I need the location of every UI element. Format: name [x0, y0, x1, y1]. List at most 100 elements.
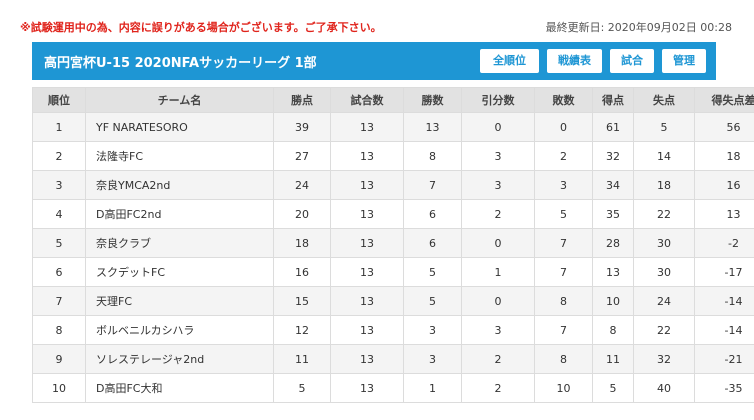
col-wins: 勝数 — [403, 87, 462, 113]
last-updated: 最終更新日: 2020年09月02日 00:28 — [545, 21, 732, 34]
tab-admin[interactable]: 管理 — [662, 49, 706, 73]
league-title: 高円宮杯U-15 2020NFAサッカーリーグ 1部 — [44, 55, 317, 71]
cell-points: 12 — [273, 315, 331, 345]
notice-bar: ※試験運用中の為、内容に誤りがある場合がございます。ご了承下さい。 最終更新日:… — [20, 18, 732, 36]
cell-points: 15 — [273, 286, 331, 316]
cell-team-name: ボルベニルカシハラ — [85, 315, 274, 345]
cell-goals-against: 14 — [633, 141, 695, 171]
cell-wins: 3 — [403, 344, 462, 374]
table-header-row: 順位 チーム名 勝点 試合数 勝数 引分数 敗数 得点 失点 得失点差 — [32, 87, 754, 113]
cell-goals-against: 5 — [633, 112, 695, 142]
cell-draws: 0 — [461, 286, 535, 316]
table-row: 10 D高田FC大和 5 13 1 2 10 5 40 -35 — [32, 373, 754, 403]
cell-played: 13 — [330, 373, 404, 403]
cell-team-name: D高田FC2nd — [85, 199, 274, 229]
cell-losses: 0 — [534, 112, 593, 142]
cell-rank: 7 — [32, 286, 86, 316]
cell-rank: 1 — [32, 112, 86, 142]
cell-losses: 8 — [534, 286, 593, 316]
cell-team-name: 法隆寺FC — [85, 141, 274, 171]
cell-draws: 1 — [461, 257, 535, 287]
col-goal-diff: 得失点差 — [694, 87, 754, 113]
trial-notice: ※試験運用中の為、内容に誤りがある場合がございます。ご了承下さい。 — [20, 21, 382, 34]
cell-team-name: 奈良YMCA2nd — [85, 170, 274, 200]
cell-goals-for: 5 — [592, 373, 634, 403]
cell-rank: 6 — [32, 257, 86, 287]
cell-losses: 7 — [534, 315, 593, 345]
cell-team-name: YF NARATESORO — [85, 112, 274, 142]
table-row: 2 法隆寺FC 27 13 8 3 2 32 14 18 — [32, 141, 754, 171]
cell-goals-for: 28 — [592, 228, 634, 258]
cell-goal-diff: -2 — [694, 228, 754, 258]
cell-points: 18 — [273, 228, 331, 258]
cell-wins: 5 — [403, 257, 462, 287]
col-team: チーム名 — [85, 87, 274, 113]
cell-wins: 13 — [403, 112, 462, 142]
cell-points: 11 — [273, 344, 331, 374]
table-row: 7 天理FC 15 13 5 0 8 10 24 -14 — [32, 286, 754, 316]
cell-points: 20 — [273, 199, 331, 229]
cell-goals-against: 40 — [633, 373, 695, 403]
cell-played: 13 — [330, 257, 404, 287]
cell-points: 16 — [273, 257, 331, 287]
cell-rank: 5 — [32, 228, 86, 258]
cell-goals-against: 32 — [633, 344, 695, 374]
col-goals-for: 得点 — [592, 87, 634, 113]
cell-team-name: 奈良クラブ — [85, 228, 274, 258]
cell-losses: 7 — [534, 228, 593, 258]
cell-played: 13 — [330, 315, 404, 345]
cell-played: 13 — [330, 286, 404, 316]
cell-draws: 2 — [461, 199, 535, 229]
cell-played: 13 — [330, 112, 404, 142]
col-rank: 順位 — [32, 87, 86, 113]
cell-played: 13 — [330, 228, 404, 258]
cell-draws: 0 — [461, 112, 535, 142]
cell-points: 39 — [273, 112, 331, 142]
tab-matches[interactable]: 試合 — [610, 49, 654, 73]
tab-standings[interactable]: 全順位 — [480, 49, 539, 73]
cell-goals-against: 18 — [633, 170, 695, 200]
cell-goal-diff: 56 — [694, 112, 754, 142]
cell-losses: 10 — [534, 373, 593, 403]
cell-goal-diff: -21 — [694, 344, 754, 374]
cell-rank: 2 — [32, 141, 86, 171]
cell-team-name: ソレステレージャ2nd — [85, 344, 274, 374]
table-row: 4 D高田FC2nd 20 13 6 2 5 35 22 13 — [32, 199, 754, 229]
cell-goals-for: 61 — [592, 112, 634, 142]
cell-team-name: D高田FC大和 — [85, 373, 274, 403]
cell-goals-for: 13 — [592, 257, 634, 287]
table-row: 5 奈良クラブ 18 13 6 0 7 28 30 -2 — [32, 228, 754, 258]
cell-points: 27 — [273, 141, 331, 171]
tab-results[interactable]: 戦績表 — [547, 49, 602, 73]
cell-goal-diff: 16 — [694, 170, 754, 200]
cell-goals-for: 32 — [592, 141, 634, 171]
cell-played: 13 — [330, 141, 404, 171]
cell-wins: 3 — [403, 315, 462, 345]
col-goals-against: 失点 — [633, 87, 695, 113]
cell-goals-for: 8 — [592, 315, 634, 345]
standings-table: 順位 チーム名 勝点 試合数 勝数 引分数 敗数 得点 失点 得失点差 1 YF … — [32, 87, 754, 403]
cell-played: 13 — [330, 344, 404, 374]
cell-draws: 2 — [461, 344, 535, 374]
cell-rank: 4 — [32, 199, 86, 229]
table-row: 6 スクデットFC 16 13 5 1 7 13 30 -17 — [32, 257, 754, 287]
cell-goal-diff: -14 — [694, 286, 754, 316]
cell-goals-for: 35 — [592, 199, 634, 229]
cell-draws: 3 — [461, 170, 535, 200]
cell-rank: 10 — [32, 373, 86, 403]
cell-losses: 5 — [534, 199, 593, 229]
table-row: 3 奈良YMCA2nd 24 13 7 3 3 34 18 16 — [32, 170, 754, 200]
cell-losses: 8 — [534, 344, 593, 374]
cell-goals-against: 24 — [633, 286, 695, 316]
league-header: 高円宮杯U-15 2020NFAサッカーリーグ 1部 全順位 戦績表 試合 管理 — [32, 42, 716, 80]
table-row: 8 ボルベニルカシハラ 12 13 3 3 7 8 22 -14 — [32, 315, 754, 345]
cell-points: 5 — [273, 373, 331, 403]
cell-draws: 3 — [461, 315, 535, 345]
cell-played: 13 — [330, 170, 404, 200]
cell-losses: 2 — [534, 141, 593, 171]
col-draws: 引分数 — [461, 87, 535, 113]
cell-wins: 8 — [403, 141, 462, 171]
cell-wins: 6 — [403, 199, 462, 229]
view-tabs: 全順位 戦績表 試合 管理 — [480, 49, 706, 73]
cell-points: 24 — [273, 170, 331, 200]
